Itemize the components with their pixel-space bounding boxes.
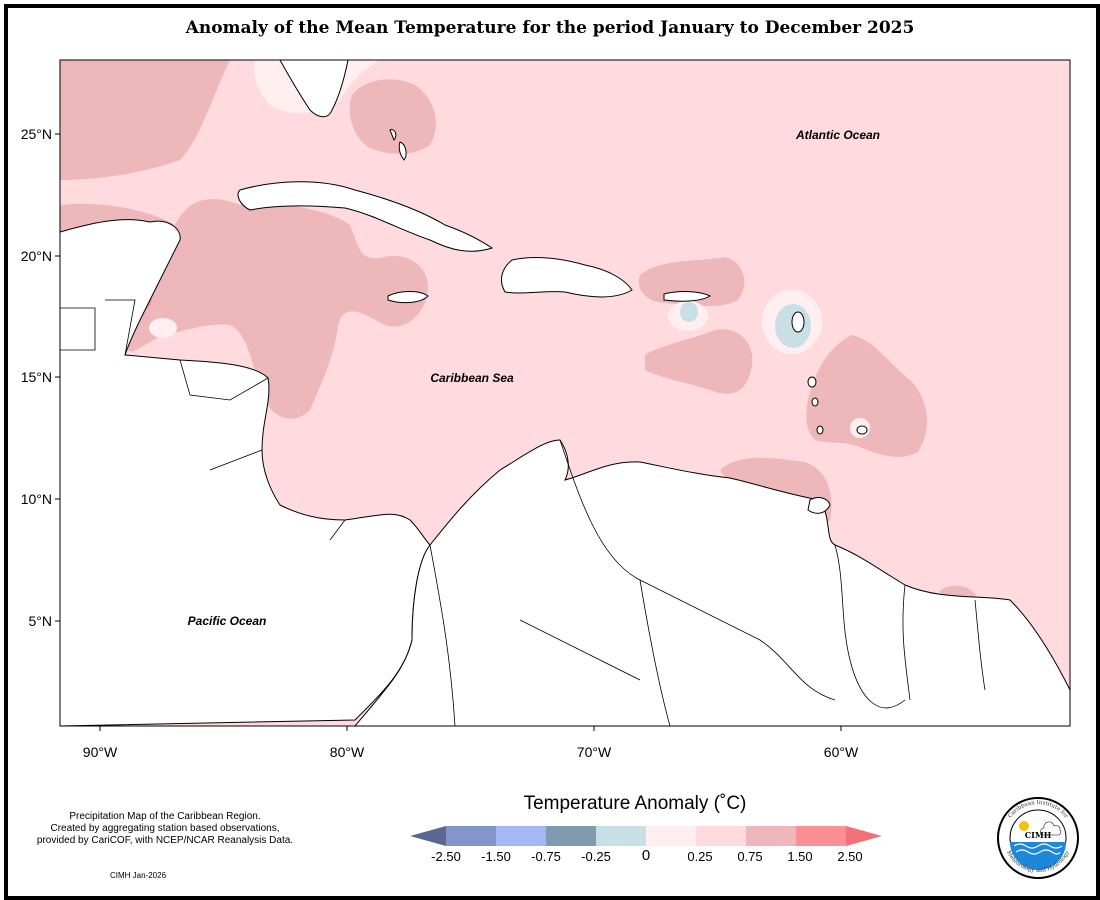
- pacific-ocean-label: Pacific Ocean: [188, 614, 267, 628]
- jamaica: [387, 291, 429, 304]
- legend-swatch-2: [496, 826, 546, 846]
- lat-label-10n: 10°N: [21, 491, 52, 507]
- barbados: [856, 425, 868, 435]
- logo-center-text: CIMH: [1025, 830, 1052, 840]
- land-masses: [60, 60, 1070, 726]
- legend-swatch-3: [546, 826, 596, 846]
- cuba: [237, 181, 494, 252]
- legend-swatch-4: [596, 826, 646, 846]
- guadeloupe: [791, 311, 805, 333]
- legend-tick-neg0.25: -0.25: [581, 849, 611, 864]
- cloud-icon: [1040, 821, 1062, 836]
- legend-tick-1.50: 1.50: [787, 849, 813, 864]
- lon-label-60w: 60°W: [824, 744, 859, 760]
- legend-tick-neg1.50: -1.50: [481, 849, 511, 864]
- legend-tick-neg0.75: -0.75: [531, 849, 561, 864]
- sun-icon: [1019, 821, 1029, 831]
- florida: [279, 60, 349, 118]
- map-panel: [60, 60, 1070, 726]
- trinidad: [807, 497, 831, 514]
- legend-tick-0.25: 0.25: [687, 849, 713, 864]
- hispaniola: [501, 257, 633, 298]
- legend-tick-0.75: 0.75: [737, 849, 763, 864]
- legend-tick-0: 0: [641, 847, 651, 864]
- legend-colorbar: [410, 826, 882, 846]
- lat-label-5n: 5°N: [29, 613, 53, 629]
- lon-label-80w: 80°W: [330, 744, 365, 760]
- lon-label-70w: 70°W: [577, 744, 612, 760]
- bahamas: [389, 129, 397, 141]
- country-borders: [60, 299, 986, 726]
- credit-text: CIMH Jan-2026: [110, 871, 167, 880]
- map-title: Anomaly of the Mean Temperature for the …: [185, 18, 915, 38]
- legend-swatch-8: [796, 826, 846, 846]
- lat-label-25n: 25°N: [21, 126, 52, 142]
- legend-swatch-7: [746, 826, 796, 846]
- map-caption: Precipitation Map of the Caribbean Regio…: [0, 811, 330, 847]
- atlantic-ocean-label: Atlantic Ocean: [795, 128, 880, 142]
- longitude-axis: 90°W 80°W 70°W 60°W: [83, 726, 859, 760]
- caption-line-1: Precipitation Map of the Caribbean Regio…: [69, 811, 261, 822]
- legend-tick-neg2.50: -2.50: [431, 849, 461, 864]
- legend-swatch-1: [446, 826, 496, 846]
- caption-line-3: provided by CariCOF, with NCEP/NCAR Rean…: [36, 835, 294, 846]
- legend-title: Temperature Anomaly (˚C): [523, 793, 747, 814]
- map-border: [59, 59, 1071, 727]
- cimh-logo: CIMH Caribbean Institute for Meteorology…: [997, 797, 1079, 879]
- latitude-axis: 25°N 20°N 15°N 10°N 5°N: [21, 126, 60, 629]
- legend-swatch-0: [410, 826, 446, 846]
- lon-label-90w: 90°W: [83, 744, 118, 760]
- caribbean-sea-label: Caribbean Sea: [430, 371, 514, 385]
- caption-line-2: Created by aggregating station based obs…: [50, 823, 280, 834]
- legend-swatch-6: [696, 826, 746, 846]
- legend-swatch-9: [846, 826, 882, 846]
- legend-swatch-5: [646, 826, 696, 846]
- puerto-rico: [663, 291, 712, 302]
- lat-label-20n: 20°N: [21, 248, 52, 264]
- legend-tick-2.50: 2.50: [837, 849, 863, 864]
- lat-label-15n: 15°N: [21, 369, 52, 385]
